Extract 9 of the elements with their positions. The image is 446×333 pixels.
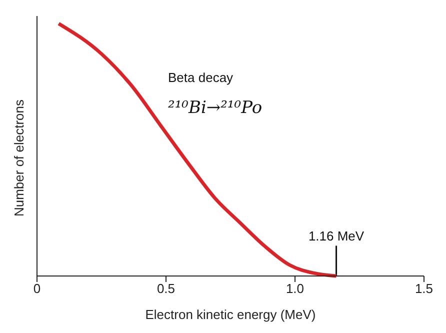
x-tick-label: 0 bbox=[33, 281, 41, 296]
x-axis-title: Electron kinetic energy (MeV) bbox=[145, 307, 316, 322]
x-tick-label: 1.0 bbox=[286, 281, 304, 296]
y-axis-title: Number of electrons bbox=[12, 99, 26, 217]
annotation: Beta decay bbox=[168, 70, 234, 85]
x-tick-label: 0.5 bbox=[156, 281, 176, 296]
annotation: ²¹⁰Bi→²¹⁰Po bbox=[168, 98, 262, 118]
annotation: 1.16 MeV bbox=[308, 228, 364, 244]
x-tick-label: 1.5 bbox=[414, 281, 434, 296]
